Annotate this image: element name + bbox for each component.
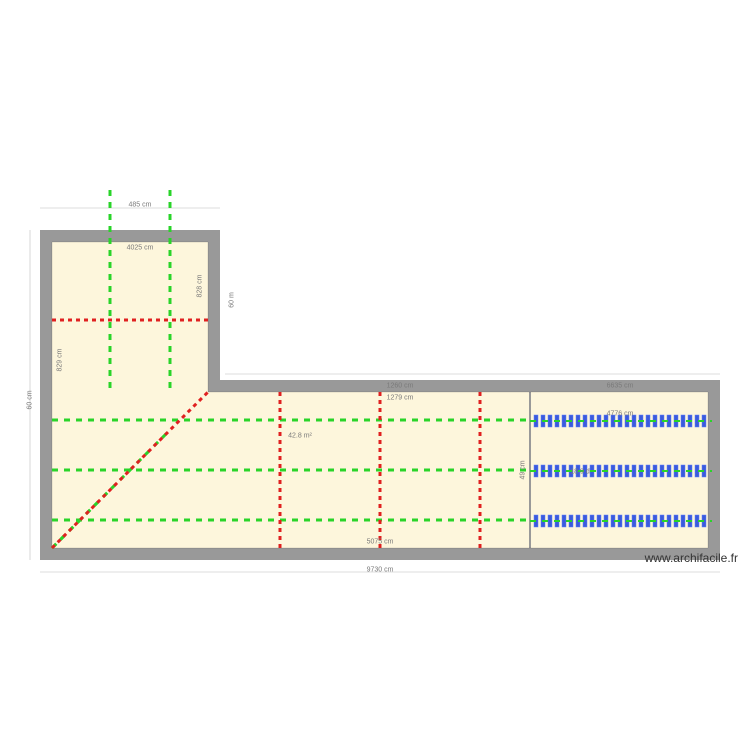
blue-seg-0-16: [646, 415, 650, 427]
blue-seg-0-9: [597, 415, 601, 427]
blue-seg-1-4: [562, 465, 566, 477]
blue-seg-2-14: [632, 515, 636, 527]
blue-seg-0-2: [548, 415, 552, 427]
dim-label-13: 49 cm: [520, 460, 527, 479]
plan-svg: [0, 0, 750, 750]
dim-label-4: 829 cm: [57, 349, 64, 372]
blue-seg-1-21: [681, 465, 685, 477]
dim-label-9: 42.8 m²: [288, 433, 312, 440]
blue-seg-2-9: [597, 515, 601, 527]
dim-label-3: 828 cm: [197, 275, 204, 298]
dim-label-12: 9730 cm: [367, 567, 394, 574]
blue-seg-0-21: [681, 415, 685, 427]
dim-label-14: 60 cm: [27, 390, 34, 409]
dim-label-2: 60 m: [229, 292, 236, 308]
dim-label-6: 6635 cm: [607, 383, 634, 390]
blue-seg-1-2: [548, 465, 552, 477]
dim-label-1: 4025 cm: [127, 245, 154, 252]
dim-label-5: 1260 cm: [387, 383, 414, 390]
blue-seg-2-21: [681, 515, 685, 527]
dim-label-8: 4776 cm: [607, 411, 634, 418]
dim-label-11: 5075 cm: [367, 539, 394, 546]
blue-seg-1-16: [646, 465, 650, 477]
blue-seg-1-14: [632, 465, 636, 477]
watermark: www.archifacile.fr: [645, 551, 738, 565]
blue-seg-2-4: [562, 515, 566, 527]
blue-seg-0-4: [562, 415, 566, 427]
blue-seg-2-2: [548, 515, 552, 527]
floor-plan-stage: 485 cm 4025 cm 60 m 828 cm 829 cm 1260 cm 6635…: [0, 0, 750, 750]
dim-label-10: 18.9 d: [570, 469, 589, 476]
dim-label-7: 1279 cm: [387, 395, 414, 402]
blue-seg-1-9: [597, 465, 601, 477]
dim-label-0: 485 cm: [129, 202, 152, 209]
blue-seg-2-16: [646, 515, 650, 527]
